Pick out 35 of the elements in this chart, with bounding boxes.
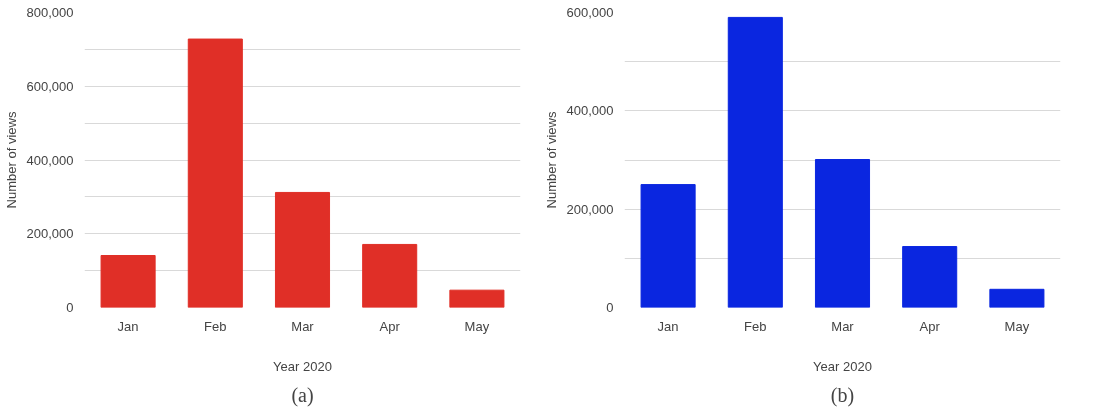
y-tick-label: 400,000 [566,103,614,119]
bar [187,38,243,308]
y-tick-label: 600,000 [26,78,74,94]
x-tick-label: May [464,318,490,334]
y-tick-label: 200,000 [26,226,74,242]
x-tick-label: Jan [657,318,679,334]
x-tick-label: Jan [117,318,139,334]
y-axis-title: Number of views [543,111,559,209]
y-axis-title: Number of views [3,111,19,209]
x-axis-title: Year 2020 [813,358,872,374]
y-tick-label: 400,000 [26,152,74,168]
x-tick-label: Feb [744,318,767,334]
bar [362,243,418,308]
bar [640,184,696,308]
bar [902,246,958,308]
x-tick-label: Apr [919,318,941,334]
text: (a) [291,383,314,407]
bar [100,255,156,308]
bar [274,191,331,308]
bar [449,289,505,308]
y-tick-label: 800,000 [26,5,74,20]
y-tick-label: 0 [66,300,74,315]
text: (b) [830,383,855,407]
y-tick-label: 600,000 [566,5,614,20]
x-tick-label: Feb [204,318,227,334]
bar [727,16,783,308]
x-tick-label: May [1004,318,1030,334]
bar [814,159,871,308]
x-tick-label: Mar [831,318,855,334]
y-tick-label: 200,000 [566,201,614,217]
y-tick-label: 0 [606,300,614,315]
bar [989,288,1045,308]
x-axis-title: Year 2020 [273,358,332,374]
x-tick-label: Apr [379,318,401,334]
x-tick-label: Mar [291,318,315,334]
